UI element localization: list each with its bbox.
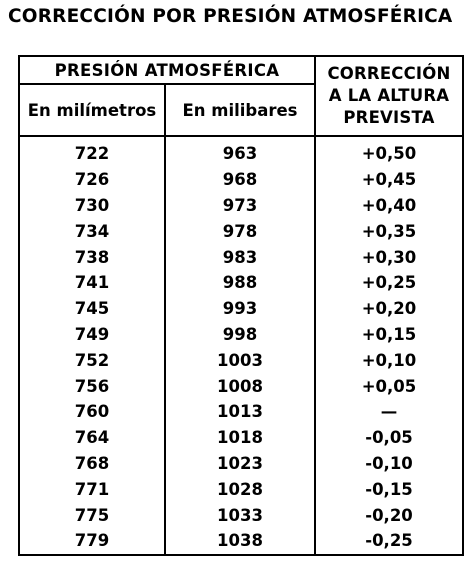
table-row: 764 1018 -0,05 xyxy=(18,424,464,451)
cell-correction: +0,45 xyxy=(314,166,464,193)
cell-millibars: 1018 xyxy=(164,424,316,451)
cell-correction: +0,25 xyxy=(314,269,464,296)
cell-correction: -0,05 xyxy=(314,424,464,451)
header-row-2: En milímetros En milibares xyxy=(18,83,463,137)
table-row: 752 1003 +0,10 xyxy=(18,347,464,374)
cell-millimeters: 768 xyxy=(18,450,166,477)
header-atmospheric-pressure: PRESIÓN ATMOSFÉRICA xyxy=(18,55,316,85)
table-row: 760 1013— xyxy=(18,398,464,425)
cell-millibars: 1038 xyxy=(164,527,316,556)
cell-millimeters: 741 xyxy=(18,269,166,296)
table-header: PRESIÓN ATMOSFÉRICA CORRECCIÓN A LA ALTU… xyxy=(18,55,464,137)
cell-correction: +0,10 xyxy=(314,347,464,374)
cell-millimeters: 752 xyxy=(18,347,166,374)
header-millibars: En milibares xyxy=(164,83,316,137)
page-title: CORRECCIÓN POR PRESIÓN ATMOSFÉRICA xyxy=(8,6,453,27)
cell-millibars: 968 xyxy=(164,166,316,193)
table-row: 771 1028 -0,15 xyxy=(18,476,464,503)
pressure-correction-table: PRESIÓN ATMOSFÉRICA CORRECCIÓN A LA ALTU… xyxy=(18,55,464,556)
table-row: 741 988 +0,25 xyxy=(18,269,464,296)
cell-millimeters: 726 xyxy=(18,166,166,193)
header-millimeters: En milímetros xyxy=(18,83,166,137)
table-row: 745 993 +0,20 xyxy=(18,295,464,322)
cell-correction: +0,20 xyxy=(314,295,464,322)
cell-correction: — xyxy=(314,398,464,425)
cell-millibars: 1028 xyxy=(164,476,316,503)
cell-millibars: 1003 xyxy=(164,347,316,374)
cell-millimeters: 771 xyxy=(18,476,166,503)
cell-millimeters: 756 xyxy=(18,373,166,399)
cell-correction: +0,50 xyxy=(314,136,464,167)
cell-correction: -0,10 xyxy=(314,450,464,477)
cell-millibars: 963 xyxy=(164,136,316,167)
cell-correction: -0,15 xyxy=(314,476,464,503)
table-body: 722 963 +0,50 726 968 +0,45 730 973 +0,40 734 978 +… xyxy=(18,136,464,556)
cell-millibars: 973 xyxy=(164,192,316,219)
cell-millibars: 1008 xyxy=(164,373,316,399)
cell-millimeters: 738 xyxy=(18,244,166,270)
cell-correction: -0,25 xyxy=(314,527,464,556)
cell-correction: +0,05 xyxy=(314,373,464,399)
cell-correction: +0,30 xyxy=(314,244,464,270)
cell-millimeters: 745 xyxy=(18,295,166,322)
table-row: 734 978 +0,35 xyxy=(18,218,464,245)
cell-millibars: 983 xyxy=(164,244,316,270)
table-row: 756 1008 +0,05 xyxy=(18,373,464,399)
cell-millibars: 998 xyxy=(164,321,316,348)
cell-millibars: 1033 xyxy=(164,502,316,528)
table-row: 779 1038 -0,25 xyxy=(18,527,464,556)
cell-millimeters: 775 xyxy=(18,502,166,528)
cell-millibars: 1013 xyxy=(164,398,316,425)
cell-millibars: 993 xyxy=(164,295,316,322)
table-row: 749 998 +0,15 xyxy=(18,321,464,348)
header-correction-line-2: A LA ALTURA xyxy=(328,86,450,105)
table-row: 722 963 +0,50 xyxy=(18,136,464,167)
cell-correction: -0,20 xyxy=(314,502,464,528)
cell-correction: +0,40 xyxy=(314,192,464,219)
cell-millimeters: 730 xyxy=(18,192,166,219)
table-row: 775 1033 -0,20 xyxy=(18,502,464,528)
header-correction-line-1: CORRECCIÓN xyxy=(327,64,451,83)
cell-millibars: 988 xyxy=(164,269,316,296)
table-row: 730 973 +0,40 xyxy=(18,192,464,219)
cell-millimeters: 722 xyxy=(18,136,166,167)
cell-millimeters: 764 xyxy=(18,424,166,451)
table-row: 726 968 +0,45 xyxy=(18,166,464,193)
cell-millimeters: 749 xyxy=(18,321,166,348)
cell-millibars: 978 xyxy=(164,218,316,245)
table-row: 768 1023 -0,10 xyxy=(18,450,464,477)
header-row-1: PRESIÓN ATMOSFÉRICA CORRECCIÓN A LA ALTU… xyxy=(18,55,464,137)
cell-correction: +0,35 xyxy=(314,218,464,245)
cell-millimeters: 734 xyxy=(18,218,166,245)
cell-millimeters: 779 xyxy=(18,527,166,556)
table-row: 738 983 +0,30 xyxy=(18,244,464,270)
header-correction-line-3: PREVISTA xyxy=(343,108,435,127)
cell-millimeters: 760 xyxy=(18,398,166,425)
header-correction: CORRECCIÓN A LA ALTURA PREVISTA xyxy=(314,55,464,137)
cell-correction: +0,15 xyxy=(314,321,464,348)
cell-millibars: 1023 xyxy=(164,450,316,477)
